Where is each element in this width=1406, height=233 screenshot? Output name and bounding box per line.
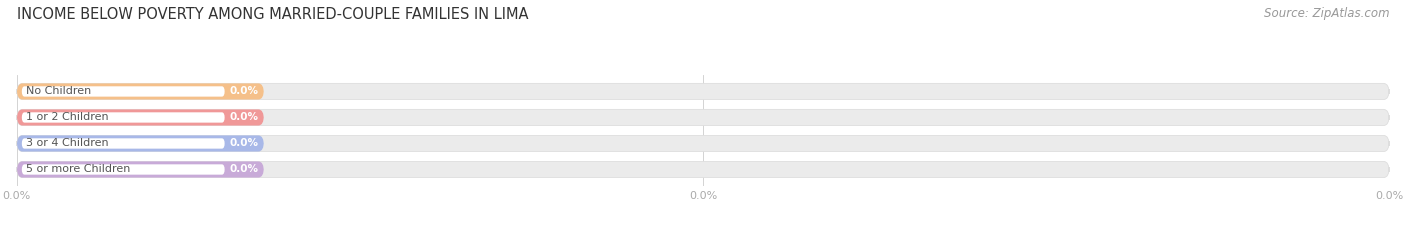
FancyBboxPatch shape bbox=[17, 110, 1389, 126]
FancyBboxPatch shape bbox=[22, 112, 225, 123]
Text: 3 or 4 Children: 3 or 4 Children bbox=[25, 138, 108, 148]
FancyBboxPatch shape bbox=[17, 135, 1389, 151]
Text: 1 or 2 Children: 1 or 2 Children bbox=[25, 113, 108, 123]
FancyBboxPatch shape bbox=[17, 161, 264, 178]
FancyBboxPatch shape bbox=[22, 138, 225, 149]
Text: No Children: No Children bbox=[25, 86, 91, 96]
FancyBboxPatch shape bbox=[17, 110, 264, 126]
Text: 5 or more Children: 5 or more Children bbox=[25, 164, 131, 175]
Text: 0.0%: 0.0% bbox=[229, 113, 259, 123]
FancyBboxPatch shape bbox=[17, 83, 1389, 99]
Text: 0.0%: 0.0% bbox=[229, 164, 259, 175]
FancyBboxPatch shape bbox=[17, 83, 264, 99]
Text: Source: ZipAtlas.com: Source: ZipAtlas.com bbox=[1264, 7, 1389, 20]
FancyBboxPatch shape bbox=[22, 164, 225, 175]
Text: INCOME BELOW POVERTY AMONG MARRIED-COUPLE FAMILIES IN LIMA: INCOME BELOW POVERTY AMONG MARRIED-COUPL… bbox=[17, 7, 529, 22]
FancyBboxPatch shape bbox=[22, 86, 225, 97]
FancyBboxPatch shape bbox=[17, 161, 1389, 178]
Text: 0.0%: 0.0% bbox=[229, 138, 259, 148]
Text: 0.0%: 0.0% bbox=[229, 86, 259, 96]
FancyBboxPatch shape bbox=[17, 135, 264, 151]
